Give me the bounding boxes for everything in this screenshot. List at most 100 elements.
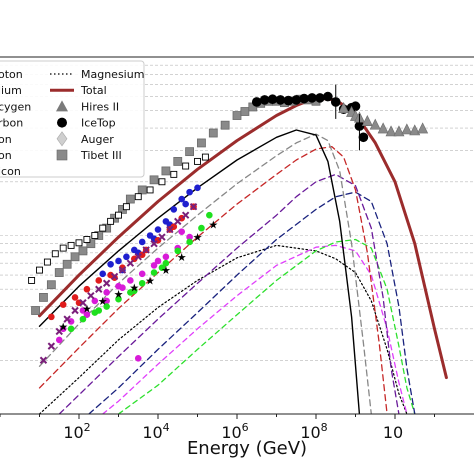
x-tick-label: 106 bbox=[221, 421, 248, 442]
circle-marker bbox=[71, 294, 79, 301]
open-square-marker bbox=[122, 203, 130, 211]
x-marker bbox=[134, 253, 142, 261]
x-axis-ticks: 102 104 106 108 10 bbox=[0, 414, 435, 442]
square-marker bbox=[86, 239, 96, 249]
legend-box bbox=[0, 60, 145, 178]
x-marker bbox=[39, 356, 48, 364]
circle-marker bbox=[83, 311, 91, 319]
circle-marker bbox=[134, 355, 142, 362]
circle-marker bbox=[59, 301, 67, 308]
x-tick-label: 102 bbox=[63, 421, 90, 442]
x-marker bbox=[63, 315, 71, 323]
x-marker bbox=[47, 342, 56, 350]
x-marker bbox=[166, 225, 174, 234]
star-marker: ★ bbox=[177, 251, 187, 264]
circle-marker bbox=[358, 132, 369, 143]
square-marker bbox=[149, 175, 159, 185]
legend-label: Hires II bbox=[81, 100, 119, 113]
open-square-marker bbox=[115, 211, 122, 219]
x-marker bbox=[87, 291, 95, 300]
star-marker: ★ bbox=[145, 274, 155, 287]
legend-label: cygen bbox=[0, 100, 31, 113]
open-square-marker bbox=[67, 241, 75, 249]
circle-marker bbox=[138, 270, 146, 278]
circle-marker bbox=[91, 297, 99, 305]
open-square-marker bbox=[59, 244, 67, 252]
square-marker bbox=[232, 111, 242, 120]
circle-marker bbox=[55, 336, 63, 344]
x-marker bbox=[174, 217, 182, 226]
circle-marker bbox=[154, 226, 162, 233]
circle-marker bbox=[138, 279, 146, 287]
circle-marker bbox=[103, 289, 110, 296]
x-tick-label: 108 bbox=[300, 421, 327, 442]
circle-marker bbox=[131, 287, 138, 295]
x-marker bbox=[55, 327, 63, 336]
open-square-marker bbox=[36, 266, 43, 274]
legend-label: Auger bbox=[81, 133, 114, 146]
circle-marker bbox=[127, 277, 134, 284]
square-marker bbox=[240, 107, 250, 116]
circle-marker bbox=[95, 277, 103, 284]
circle-marker bbox=[251, 97, 262, 107]
x-marker bbox=[118, 266, 127, 274]
triangle-marker bbox=[377, 122, 389, 134]
circle-marker bbox=[178, 195, 185, 203]
legend-label: lium bbox=[0, 84, 22, 97]
circle-marker bbox=[83, 285, 91, 293]
triangle-marker bbox=[361, 114, 373, 126]
star-marker: ★ bbox=[193, 231, 203, 244]
open-square-marker bbox=[83, 236, 91, 243]
circle-marker bbox=[162, 259, 170, 267]
open-square-marker bbox=[107, 217, 115, 225]
legend-symbol bbox=[56, 131, 68, 147]
square-marker bbox=[137, 185, 147, 195]
circle-marker bbox=[182, 200, 189, 208]
triangle-marker bbox=[393, 125, 405, 137]
legend-label: on bbox=[0, 149, 12, 162]
open-square-marker bbox=[182, 162, 190, 170]
open-square-marker bbox=[194, 157, 201, 165]
square-marker bbox=[161, 166, 171, 176]
circle-marker bbox=[115, 257, 122, 265]
open-square-marker bbox=[51, 250, 59, 258]
star-marker: ★ bbox=[82, 302, 92, 315]
square-marker bbox=[46, 280, 56, 290]
open-square-marker bbox=[75, 239, 83, 247]
circle-marker bbox=[115, 295, 122, 303]
circle-marker bbox=[162, 253, 170, 261]
open-square-marker bbox=[170, 170, 178, 178]
curve-on bbox=[117, 238, 416, 414]
square-marker bbox=[54, 268, 64, 277]
square-marker bbox=[208, 128, 218, 138]
legend-symbol bbox=[56, 100, 68, 112]
square-marker bbox=[70, 252, 80, 262]
x-marker bbox=[102, 279, 111, 287]
minor-gridlines bbox=[0, 64, 474, 361]
star-marker: ★ bbox=[129, 282, 139, 295]
star-marker: ★ bbox=[161, 264, 171, 277]
legend-label: Tibet III bbox=[80, 149, 122, 162]
square-marker bbox=[173, 157, 183, 166]
curve-rbon bbox=[58, 173, 400, 414]
triangle-marker bbox=[417, 122, 429, 134]
curve-magnesium bbox=[38, 244, 408, 414]
open-square-marker bbox=[28, 276, 36, 284]
circle-marker bbox=[178, 228, 185, 236]
x-tick-label: 104 bbox=[142, 421, 169, 442]
open-square-marker bbox=[43, 258, 51, 266]
square-marker bbox=[125, 194, 135, 204]
star-marker: ★ bbox=[114, 288, 124, 301]
x-marker bbox=[189, 202, 198, 211]
x-marker bbox=[142, 246, 150, 254]
x-marker bbox=[181, 211, 190, 219]
square-marker bbox=[78, 246, 88, 256]
circle-marker bbox=[170, 206, 178, 213]
circle-marker bbox=[194, 184, 201, 192]
circle-marker bbox=[119, 284, 126, 291]
legend-symbol bbox=[57, 117, 67, 128]
curve-oton bbox=[38, 129, 361, 414]
x-axis-title: Energy (GeV) bbox=[187, 438, 307, 459]
circle-marker bbox=[123, 253, 130, 261]
